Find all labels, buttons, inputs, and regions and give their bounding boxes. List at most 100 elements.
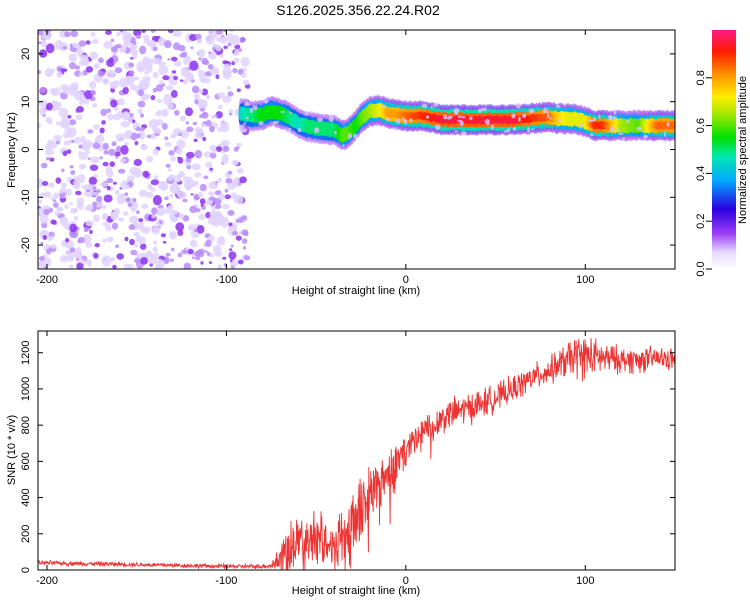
- noise-blob: [185, 107, 193, 117]
- noise-blob: [127, 202, 133, 207]
- noise-blob: [167, 168, 172, 172]
- noise-blob: [106, 236, 114, 243]
- noise-blob: [150, 179, 160, 186]
- noise-blob: [41, 181, 49, 186]
- ridge-speckle: [443, 114, 448, 120]
- noise-blob: [115, 244, 119, 248]
- noise-blob: [131, 208, 136, 213]
- noise-blob: [195, 256, 201, 261]
- noise-blob: [210, 152, 217, 159]
- noise-blob: [150, 187, 156, 192]
- snr-y-label: SNR (10 * v/v): [6, 415, 18, 485]
- noise-blob: [109, 161, 116, 168]
- noise-blob: [140, 243, 147, 250]
- noise-blob: [229, 248, 233, 251]
- noise-blob: [136, 210, 140, 215]
- noise-blob: [170, 89, 178, 98]
- ridge-speckle: [273, 120, 280, 124]
- noise-blob: [231, 259, 238, 267]
- noise-blob: [53, 134, 62, 142]
- noise-blob: [60, 117, 71, 127]
- noise-blob: [217, 92, 226, 98]
- noise-blob: [202, 136, 207, 142]
- noise-blob: [102, 142, 109, 151]
- noise-blob: [177, 229, 184, 236]
- noise-blob: [138, 89, 144, 97]
- noise-blob: [138, 218, 144, 223]
- noise-blob: [38, 260, 45, 269]
- noise-blob: [160, 233, 166, 238]
- noise-blob: [192, 121, 198, 126]
- noise-blob: [167, 176, 174, 182]
- noise-blob: [196, 38, 203, 44]
- ridge-speckle: [396, 118, 401, 125]
- noise-blob: [38, 199, 43, 204]
- noise-blob: [39, 256, 45, 262]
- noise-blob: [110, 99, 118, 108]
- noise-blob: [82, 234, 92, 245]
- noise-blob: [140, 113, 144, 118]
- noise-blob: [75, 257, 79, 261]
- x-tick-label: 100: [576, 575, 594, 587]
- noise-blob: [205, 119, 212, 127]
- noise-blob: [55, 121, 60, 126]
- noise-blob: [124, 192, 129, 197]
- noise-blob: [200, 261, 204, 265]
- noise-blob: [219, 54, 224, 59]
- noise-blob: [157, 207, 166, 216]
- noise-blob: [89, 229, 93, 235]
- spectrogram-y-label: Frequency (Hz): [6, 112, 18, 188]
- noise-blob: [102, 77, 110, 85]
- noise-blob: [98, 57, 104, 64]
- noise-blob: [77, 239, 81, 244]
- noise-blob: [46, 36, 51, 40]
- noise-blob: [68, 127, 77, 138]
- x-tick-label: -100: [215, 274, 237, 286]
- noise-blob: [183, 55, 192, 66]
- noise-blob: [239, 38, 245, 43]
- noise-blob: [152, 87, 158, 93]
- noise-blob: [107, 113, 114, 121]
- ridge-speckle: [426, 115, 430, 119]
- noise-blob: [235, 235, 242, 241]
- ridge-speckle: [433, 102, 439, 107]
- noise-blob: [78, 151, 83, 155]
- noise-blob: [190, 193, 194, 196]
- noise-blob: [217, 264, 222, 269]
- noise-blob: [207, 63, 214, 70]
- noise-blob: [161, 122, 168, 130]
- noise-blob: [224, 194, 231, 200]
- noise-blob: [236, 142, 242, 147]
- noise-blob: [215, 204, 222, 210]
- noise-blob: [130, 132, 138, 141]
- noise-blob: [99, 156, 103, 160]
- noise-blob: [140, 226, 151, 234]
- y-tick-label: 1000: [20, 377, 32, 401]
- ridge-speckle: [402, 116, 405, 121]
- noise-blob: [93, 214, 100, 222]
- noise-blob: [102, 212, 109, 220]
- noise-blob: [171, 247, 175, 252]
- noise-blob: [101, 120, 106, 125]
- ridge-speckle: [421, 103, 428, 108]
- noise-blob: [129, 83, 137, 91]
- noise-blob: [111, 141, 117, 147]
- noise-blob: [67, 115, 72, 119]
- noise-blob: [227, 209, 235, 216]
- ridge-speckle: [460, 131, 467, 136]
- noise-blob: [188, 224, 195, 232]
- noise-blob: [56, 207, 63, 212]
- ridge-speckle: [531, 128, 534, 131]
- noise-blob: [161, 108, 169, 117]
- noise-blob: [243, 255, 251, 261]
- noise-blob: [48, 182, 55, 188]
- noise-blob: [124, 141, 129, 146]
- noise-blob: [81, 139, 92, 149]
- noise-blob: [46, 142, 54, 148]
- noise-blob: [186, 126, 194, 133]
- noise-blob: [233, 49, 240, 57]
- noise-blob: [177, 252, 183, 258]
- ridge-speckle: [490, 124, 495, 130]
- ridge-speckle: [243, 122, 246, 125]
- noise-blob: [128, 224, 136, 231]
